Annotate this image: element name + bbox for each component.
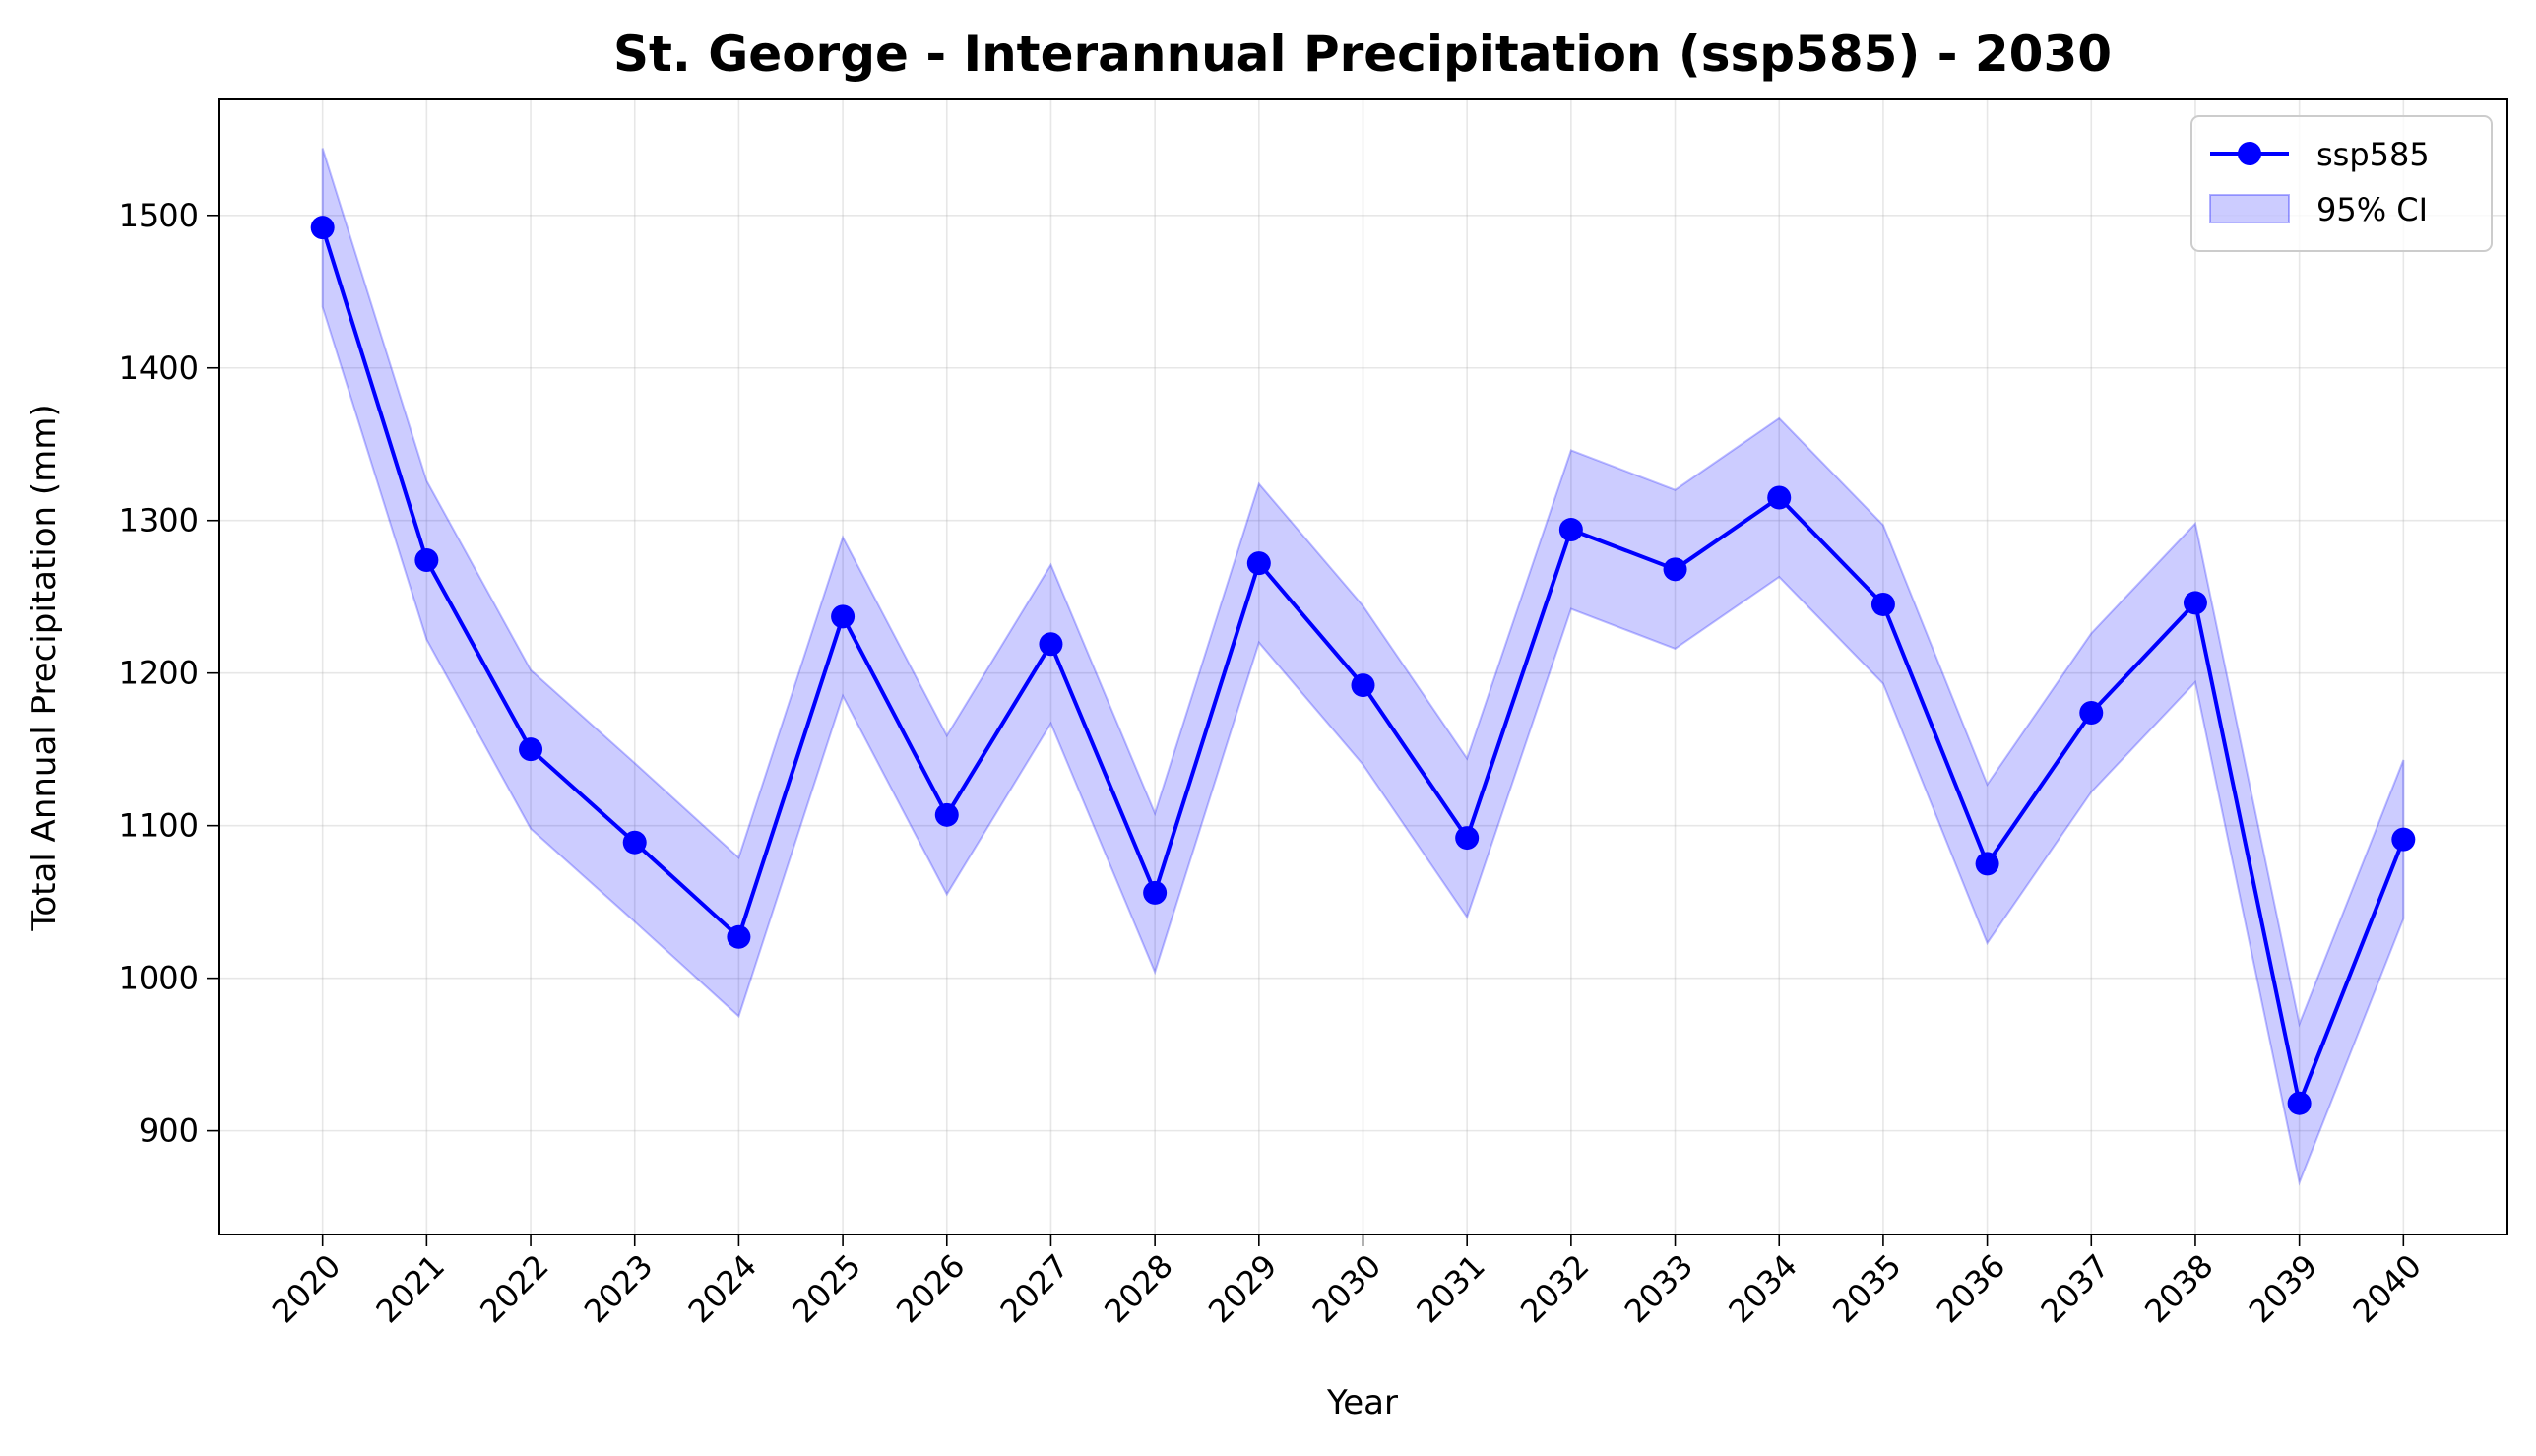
x-tick-label: 2040: [2346, 1247, 2429, 1330]
x-tick-label: 2038: [2137, 1247, 2220, 1330]
x-tick-label: 2035: [1825, 1247, 1908, 1330]
series-marker-layer: [310, 216, 2416, 1115]
data-point: [1455, 826, 1480, 851]
data-point: [310, 216, 335, 240]
legend-label-ci: 95% CI: [2316, 191, 2428, 228]
x-tick-label: 2022: [473, 1247, 555, 1330]
x-axis-label: Year: [1326, 1383, 1398, 1423]
y-tick-label: 1200: [119, 655, 199, 692]
data-point: [2391, 827, 2416, 852]
x-tick-label: 2026: [889, 1247, 972, 1330]
x-tick-label: 2021: [369, 1247, 452, 1330]
legend-box: [2190, 115, 2493, 252]
y-tick-label: 900: [139, 1112, 199, 1150]
x-tick-label: 2027: [993, 1247, 1076, 1330]
x-tick-label: 2031: [1409, 1247, 1491, 1330]
data-point: [934, 802, 959, 827]
x-tick-label: 2033: [1617, 1247, 1700, 1330]
data-point: [1663, 557, 1687, 582]
x-tick-label: 2024: [681, 1247, 764, 1330]
data-point: [519, 737, 543, 762]
data-point: [1039, 632, 1063, 657]
chart-title: St. George - Interannual Precipitation (…: [613, 26, 2112, 83]
y-tick-label: 1100: [119, 807, 199, 845]
data-point: [1558, 518, 1583, 542]
ci-band: [321, 148, 2405, 1186]
data-point: [1870, 592, 1895, 616]
x-tick-label: 2023: [577, 1247, 660, 1330]
data-point: [2183, 591, 2207, 615]
data-point: [831, 604, 856, 629]
y-tick-label: 1400: [119, 349, 199, 387]
data-point: [1351, 673, 1375, 698]
data-point: [1767, 485, 1792, 510]
grid-layer: [219, 99, 2507, 1234]
data-point: [414, 548, 439, 573]
y-axis: 900 1000 1100 1200 1300 1400 1500: [119, 197, 219, 1150]
data-point: [622, 830, 647, 855]
y-tick-label: 1000: [119, 960, 199, 997]
data-point: [2287, 1091, 2312, 1115]
y-tick-label: 1300: [119, 502, 199, 539]
x-tick-label: 2029: [1201, 1247, 1284, 1330]
y-tick-label: 1500: [119, 197, 199, 234]
x-tick-label: 2039: [2242, 1247, 2324, 1330]
x-tick-label: 2037: [2033, 1247, 2116, 1330]
x-tick-label: 2025: [785, 1247, 867, 1330]
data-point: [1143, 880, 1168, 905]
data-point: [1246, 551, 1271, 576]
x-tick-label: 2030: [1305, 1247, 1388, 1330]
ci-band-layer: [321, 148, 2405, 1186]
legend-label-ssp585: ssp585: [2316, 136, 2430, 173]
legend: ssp585 95% CI: [2190, 115, 2493, 252]
data-point: [2079, 700, 2104, 725]
x-tick-label: 2028: [1097, 1247, 1179, 1330]
data-point: [1975, 852, 1999, 876]
legend-marker-swatch: [2238, 142, 2261, 165]
y-axis-label: Total Annual Precipitation (mm): [25, 404, 64, 931]
x-axis: 2020 2021 2022 2023 2024 2025 2026 2027 2028 2029…: [265, 1234, 2429, 1330]
x-tick-label: 2034: [1721, 1247, 1804, 1330]
x-tick-label: 2020: [265, 1247, 348, 1330]
legend-band-swatch: [2209, 194, 2290, 223]
x-tick-label: 2032: [1513, 1247, 1596, 1330]
x-tick-label: 2036: [1930, 1247, 2012, 1330]
data-point: [727, 924, 751, 949]
